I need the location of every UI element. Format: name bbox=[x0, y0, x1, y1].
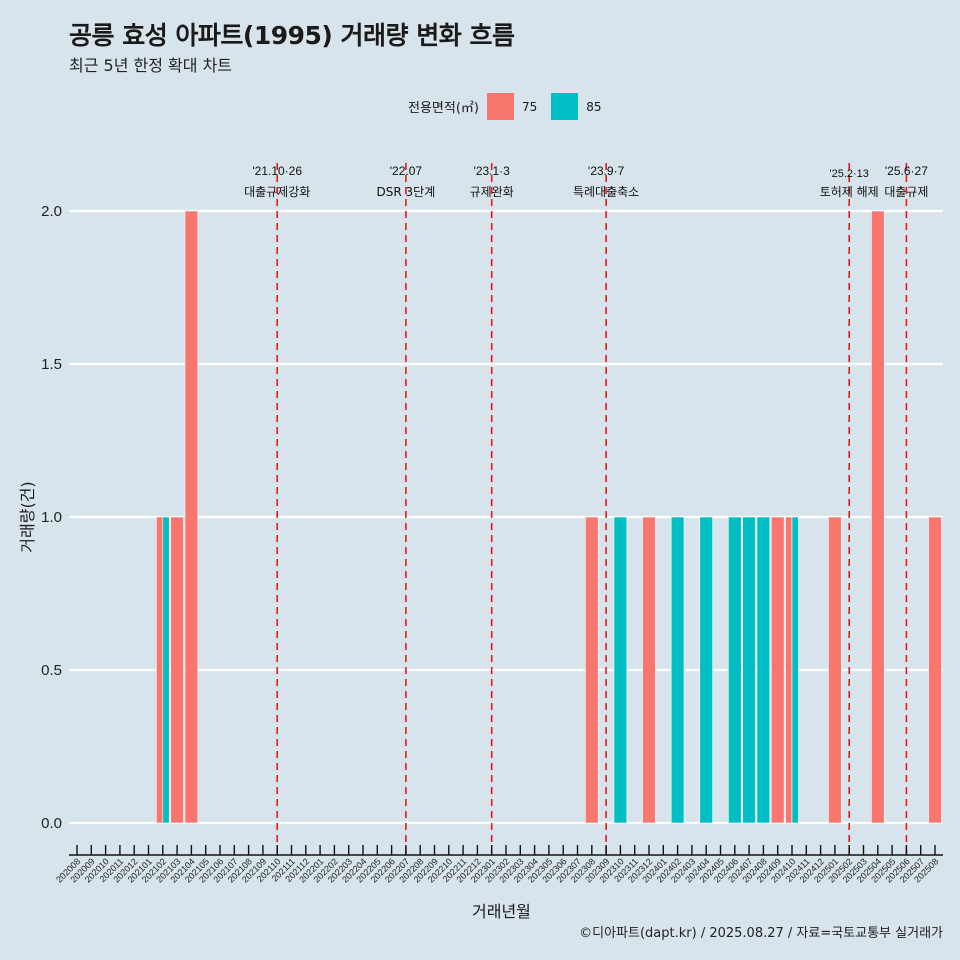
annotation-date: '21.10·26 bbox=[252, 164, 302, 178]
annotations: '21.10·26 대출규제강화 '22.07 DSR 3단계 '23.1·3 규제완화 '… bbox=[244, 164, 928, 199]
x-axis: 2020082020092020102020112020122021012021… bbox=[54, 845, 943, 885]
bar-202410-85 bbox=[791, 516, 799, 824]
bar-202504-75 bbox=[871, 210, 885, 824]
y-tick-label: 0.5 bbox=[41, 662, 62, 679]
chart-title: 공릉 효성 아파트(1995) 거래량 변화 흐름 bbox=[69, 21, 515, 50]
bar-202103-75 bbox=[170, 516, 184, 824]
bar-202408-85 bbox=[756, 516, 771, 824]
annotation-label: 토허제 해제 bbox=[820, 185, 879, 199]
bar-202406-85 bbox=[728, 516, 742, 824]
y-axis-title: 거래량(건) bbox=[18, 481, 37, 553]
gridlines bbox=[69, 209, 943, 825]
legend: 전용면적(㎡) 75 85 bbox=[408, 93, 616, 120]
bar-202310-85 bbox=[613, 516, 628, 824]
legend-title: 전용면적(㎡) bbox=[408, 101, 479, 116]
chart-subtitle: 최근 5년 한정 확대 차트 bbox=[69, 56, 233, 75]
annotation-date: '25.2·13 bbox=[829, 168, 868, 180]
legend-swatch-75 bbox=[486, 93, 514, 120]
legend-label-75: 75 bbox=[521, 99, 538, 114]
x-axis-title: 거래년월 bbox=[472, 902, 531, 921]
bar-202407-85 bbox=[742, 516, 756, 824]
y-tick-label: 1.0 bbox=[41, 509, 62, 526]
annotation-label: 특례대출축소 bbox=[573, 185, 639, 199]
annotation-label: 대출규제강화 bbox=[244, 185, 310, 199]
bar-202501-75 bbox=[828, 516, 842, 824]
source-caption: ©디아파트(dapt.kr) / 2025.08.27 / 자료=국토교통부 실… bbox=[579, 926, 943, 941]
y-tick-label: 2.0 bbox=[41, 203, 62, 220]
y-tick-label: 0.0 bbox=[41, 815, 62, 832]
y-axis-ticks: 0.0 0.5 1.0 1.5 2.0 bbox=[41, 203, 62, 832]
annotation-date: '25.6·27 bbox=[885, 164, 928, 178]
annotation-date: '22.07 bbox=[390, 164, 423, 178]
bar-202402-85 bbox=[670, 516, 685, 824]
annotation-label: DSR 3단계 bbox=[377, 185, 436, 199]
annotation-date: '23.9·7 bbox=[588, 164, 625, 178]
bar-202102-75 bbox=[156, 516, 164, 824]
bar-202312-75 bbox=[642, 516, 656, 824]
bar-202308-75 bbox=[585, 516, 599, 824]
bar-202409-75 bbox=[770, 516, 785, 824]
legend-swatch-85 bbox=[551, 93, 579, 120]
annotation-lines bbox=[276, 163, 908, 855]
bar-202404-85 bbox=[699, 516, 713, 824]
annotation-label: 규제완화 bbox=[470, 185, 514, 199]
y-tick-label: 1.5 bbox=[41, 356, 62, 373]
legend-label-85: 85 bbox=[586, 99, 602, 114]
annotation-label: 대출규제 bbox=[884, 185, 928, 199]
annotation-date: '23.1·3 bbox=[474, 164, 511, 178]
bar-202104-75 bbox=[184, 210, 199, 824]
bar-202410-75 bbox=[785, 516, 793, 824]
bar-202508-75 bbox=[928, 516, 942, 824]
bars bbox=[156, 210, 942, 824]
bar-202102-85 bbox=[162, 516, 170, 824]
